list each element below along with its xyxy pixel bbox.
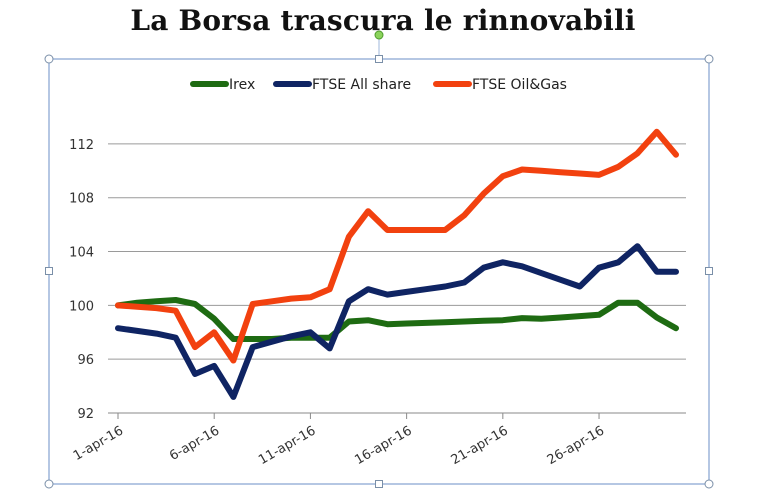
y-axis-ticks: 92 96 100 104 108 112 xyxy=(69,138,94,422)
legend-item[interactable]: FTSE All share xyxy=(273,77,411,93)
resize-handle-top-right[interactable] xyxy=(704,54,714,64)
x-tick-label: 16-apr-16 xyxy=(352,423,414,468)
y-tick-label: 112 xyxy=(69,138,94,153)
x-axis: 1-apr-16 6-apr-16 11-apr-16 16-apr-16 21-apr… xyxy=(71,413,607,468)
gridlines xyxy=(108,143,686,414)
x-tick-label: 6-apr-16 xyxy=(167,423,222,463)
x-tick-label: 1-apr-16 xyxy=(71,423,126,463)
resize-handle-right[interactable] xyxy=(705,267,713,275)
x-tick-label: 26-apr-16 xyxy=(545,423,607,468)
resize-handle-top[interactable] xyxy=(375,55,383,63)
resize-handle-bottom-left[interactable] xyxy=(44,479,54,489)
legend-item[interactable]: FTSE Oil&Gas xyxy=(433,77,567,93)
legend-item[interactable]: Irex xyxy=(190,77,255,93)
series-line-irex[interactable] xyxy=(115,297,679,342)
legend-label: Irex xyxy=(229,77,255,93)
chart-title: La Borsa trascura le rinnovabili xyxy=(130,4,636,37)
x-tick-label: 11-apr-16 xyxy=(256,423,318,468)
resize-handle-bottom-right[interactable] xyxy=(704,479,714,489)
series-lines[interactable] xyxy=(115,128,679,400)
resize-handle-bottom[interactable] xyxy=(375,480,383,488)
x-tick-label: 21-apr-16 xyxy=(449,423,511,468)
y-tick-label: 96 xyxy=(77,353,94,368)
series-line-ftse-all-share[interactable] xyxy=(115,243,679,400)
legend-label: FTSE Oil&Gas xyxy=(472,77,567,93)
rotate-handle[interactable] xyxy=(374,30,384,40)
y-tick-label: 108 xyxy=(69,192,94,207)
chart-area-frame[interactable] xyxy=(48,58,710,485)
y-tick-label: 104 xyxy=(69,246,94,261)
resize-handle-top-left[interactable] xyxy=(44,54,54,64)
legend[interactable]: Irex FTSE All share FTSE Oil&Gas xyxy=(190,77,567,93)
series-line-ftse-oil-gas[interactable] xyxy=(115,128,679,364)
y-tick-label: 92 xyxy=(77,407,94,422)
y-tick-label: 100 xyxy=(69,299,94,314)
resize-handle-left[interactable] xyxy=(45,267,53,275)
legend-label: FTSE All share xyxy=(312,77,411,93)
